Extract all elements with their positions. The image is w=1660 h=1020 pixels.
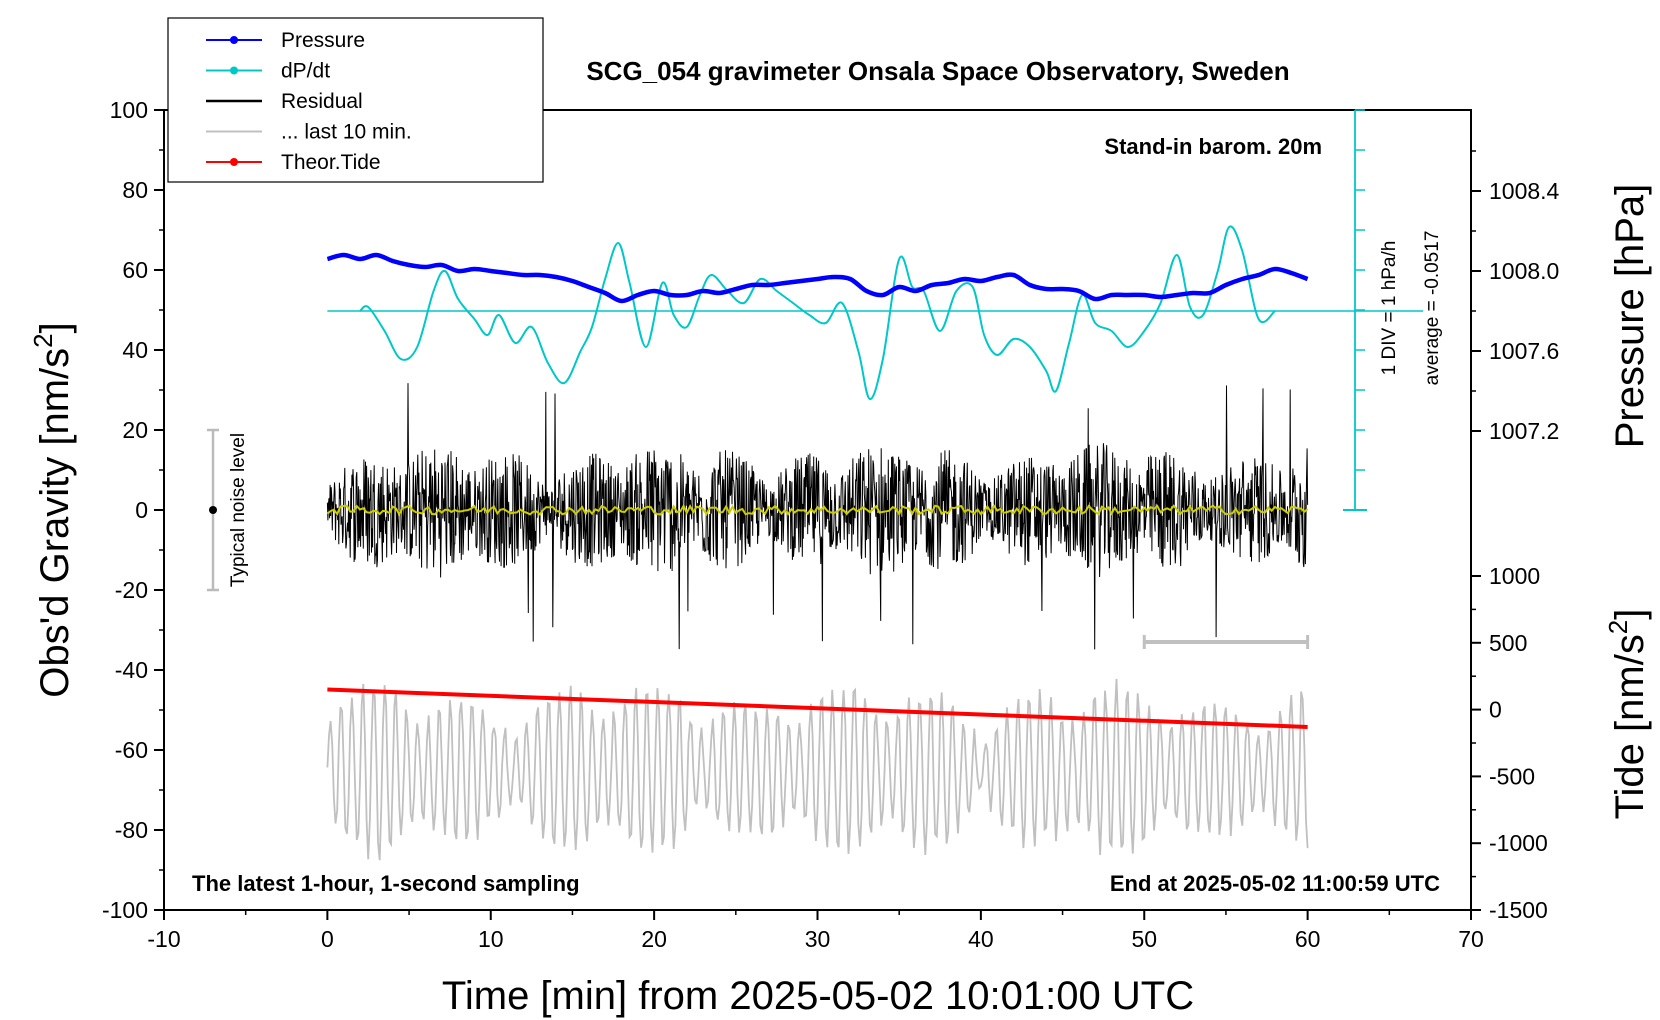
tide-tick-label: 0 <box>1489 697 1502 723</box>
series-layer <box>207 109 1423 861</box>
legend-label: ... last 10 min. <box>281 121 412 144</box>
legend-label: Pressure <box>281 29 365 52</box>
x-tick-label: 20 <box>641 926 667 952</box>
tide-tick-label: 1000 <box>1489 563 1540 589</box>
y-axis-left-label: Obs'd Gravity [nm/s2] <box>28 322 77 698</box>
y-tick-label: -80 <box>115 817 148 843</box>
dpdt-line <box>359 225 1276 400</box>
legend-marker <box>230 36 238 44</box>
last-10-min-line <box>326 678 1309 861</box>
x-tick-label: 60 <box>1295 926 1321 952</box>
y-axis-tide-label: Tide [nm/s2] <box>1603 609 1652 820</box>
y-tick-label: -20 <box>115 577 148 603</box>
pressure-tick-label: 1008.0 <box>1489 258 1559 284</box>
legend-marker <box>230 66 238 75</box>
average-note: average = -0.0517 <box>1422 231 1443 386</box>
div-note: 1 DIV = 1 hPa/h <box>1379 241 1400 376</box>
x-axis-label: Time [min] from 2025-05-02 10:01:00 UTC <box>442 974 1194 1018</box>
legend-label: dP/dt <box>281 60 330 83</box>
tide-tick-label: -1000 <box>1489 830 1548 856</box>
y-tick-label: 100 <box>110 97 148 123</box>
y-tick-label: -40 <box>115 657 148 683</box>
legend-label: Theor.Tide <box>281 151 381 174</box>
barometer-note: Stand-in barom. 20m <box>1104 134 1322 159</box>
x-tick-label: 30 <box>805 926 831 952</box>
y-tick-label: 80 <box>122 177 148 203</box>
x-tick-label: 50 <box>1131 926 1157 952</box>
x-tick-label: 0 <box>321 926 334 952</box>
residual-line <box>326 383 1309 650</box>
y-tick-label: -60 <box>115 737 148 763</box>
tide-tick-label: -500 <box>1489 763 1535 789</box>
pressure-tick-label: 1007.2 <box>1489 418 1559 444</box>
y-axis-pressure-label: Pressure [hPa] <box>1608 184 1652 449</box>
y-tick-label: 40 <box>122 337 148 363</box>
y-tick-label: 60 <box>122 257 148 283</box>
tide-tick-label: -1500 <box>1489 897 1548 923</box>
y-tick-label: -100 <box>102 897 148 923</box>
legend-marker <box>230 158 238 166</box>
legend-label: Residual <box>281 90 363 113</box>
axes-ticks: -10 0 10 20 30 40 50 60 70100806040200-20-40-60-… <box>102 97 1560 952</box>
legend: Pressure dP/dt Residual ... last 10 min. The… <box>167 17 544 183</box>
tide-tick-label: 500 <box>1489 630 1527 656</box>
y-tick-label: 0 <box>135 497 148 523</box>
pressure-tick-label: 1007.6 <box>1489 338 1559 364</box>
x-tick-label: 10 <box>478 926 504 952</box>
footer-left-note: The latest 1-hour, 1-second sampling <box>192 871 580 896</box>
pressure-line <box>326 252 1309 304</box>
pressure-tick-label: 1008.4 <box>1489 178 1560 204</box>
x-tick-label: 70 <box>1458 926 1484 952</box>
chart-title: SCG_054 gravimeter Onsala Space Observat… <box>586 56 1289 86</box>
x-tick-label: -10 <box>147 926 180 952</box>
residual-mean-line <box>326 503 1309 517</box>
theor-tide-line <box>327 687 1308 729</box>
footer-right-note: End at 2025-05-02 11:00:59 UTC <box>1110 871 1440 896</box>
noise-indicator-dot <box>209 506 218 514</box>
x-tick-label: 40 <box>968 926 994 952</box>
y-tick-label: 20 <box>122 417 148 443</box>
noise-indicator-label: Typical noise level <box>228 433 249 587</box>
